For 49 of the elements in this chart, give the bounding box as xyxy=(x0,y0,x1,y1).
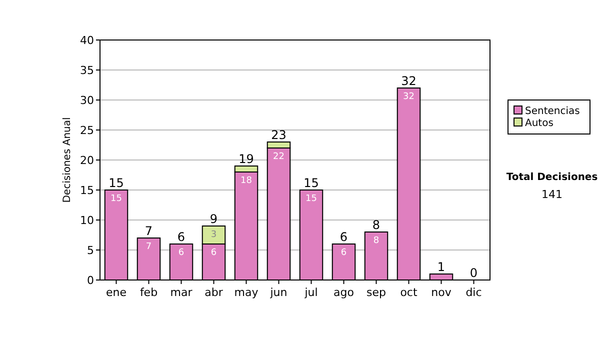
text: 141 xyxy=(542,188,562,201)
y-tick-label: 30 xyxy=(80,94,94,107)
data-label: 6 xyxy=(178,248,184,258)
x-tick-label: jun xyxy=(269,286,288,299)
legend-label: Autos xyxy=(525,118,554,129)
data-label: 18 xyxy=(240,176,252,186)
x-tick-label: sep xyxy=(366,286,386,299)
x-tick-label: mar xyxy=(170,286,193,299)
data-label: 32 xyxy=(403,92,414,102)
total-label: 8 xyxy=(372,218,380,232)
x-tick-label: may xyxy=(234,286,259,299)
x-tick-label: nov xyxy=(431,286,452,299)
y-tick-label: 10 xyxy=(80,214,94,227)
total-label: 9 xyxy=(210,212,218,226)
x-tick-label: ago xyxy=(334,286,354,299)
data-label: 15 xyxy=(306,194,317,204)
x-tick-label: jul xyxy=(304,286,318,299)
y-tick-label: 5 xyxy=(87,244,94,257)
y-tick-label: 25 xyxy=(80,124,94,137)
x-tick-label: dic xyxy=(466,286,482,299)
data-label: 6 xyxy=(210,248,217,258)
y-axis-title: Decisiones Anual xyxy=(62,117,73,203)
data-label: 6 xyxy=(340,248,347,258)
x-tick-label: ene xyxy=(106,286,127,299)
data-label: 3 xyxy=(210,230,217,240)
y-tick-label: 40 xyxy=(80,34,94,47)
x-tick-label: feb xyxy=(140,286,158,299)
total-label: 6 xyxy=(177,230,186,244)
total-label: 15 xyxy=(108,176,124,190)
x-tick-label: oct xyxy=(400,286,418,299)
total-label: 7 xyxy=(144,224,153,238)
total-label: 6 xyxy=(340,230,348,244)
total-label: 0 xyxy=(470,266,478,280)
y-tick-label: 0 xyxy=(87,274,94,287)
data-label: 22 xyxy=(273,152,284,162)
total-label: 23 xyxy=(271,128,286,142)
y-tick-label: 20 xyxy=(80,154,94,167)
y-tick-label: 15 xyxy=(80,184,94,197)
text: Total Decisiones xyxy=(506,172,598,183)
total-label: 19 xyxy=(238,152,254,166)
legend-label: Sentencias xyxy=(525,106,580,117)
x-tick-label: abr xyxy=(204,286,224,299)
data-label: 8 xyxy=(373,236,380,246)
data-label: 15 xyxy=(110,194,122,204)
y-tick-label: 35 xyxy=(80,64,94,77)
data-label: 7 xyxy=(146,242,152,252)
total-label: 1 xyxy=(437,260,446,274)
total-label: 32 xyxy=(401,74,416,88)
total-label: 15 xyxy=(304,176,319,190)
